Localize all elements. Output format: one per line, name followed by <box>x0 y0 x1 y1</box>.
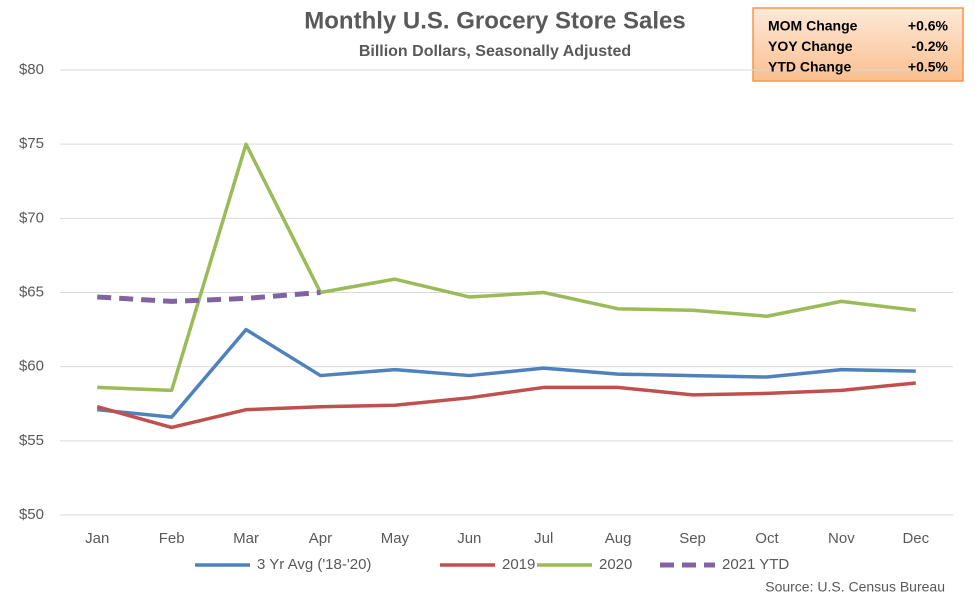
y-tick-label: $50 <box>19 506 44 523</box>
x-tick-label: Jan <box>85 530 109 547</box>
stat-label: YTD Change <box>768 59 851 75</box>
stat-label: YOY Change <box>768 38 853 54</box>
series-line <box>96 381 916 430</box>
x-tick-label: Jul <box>534 530 553 547</box>
source: Source: U.S. Census Bureau <box>765 579 945 595</box>
x-tick-label: Dec <box>902 530 929 547</box>
x-tick-label: Aug <box>605 530 632 547</box>
legend-label: 2019 <box>502 556 535 573</box>
x-tick-label: May <box>381 530 410 547</box>
x-tick-label: Feb <box>159 530 185 547</box>
stat-value: -0.2% <box>911 38 948 54</box>
x-tick-label: Sep <box>679 530 706 547</box>
stat-value: +0.6% <box>908 18 949 34</box>
chart-title: Monthly U.S. Grocery Store Sales <box>304 7 685 34</box>
series-line <box>97 327 916 419</box>
legend-label: 3 Yr Avg ('18-'20) <box>257 556 371 573</box>
x-tick-label: Mar <box>233 530 259 547</box>
y-tick-label: $60 <box>19 358 44 375</box>
y-tick-label: $80 <box>19 61 44 78</box>
y-tick-label: $75 <box>19 135 44 152</box>
chart-subtitle: Billion Dollars, Seasonally Adjusted <box>359 43 631 60</box>
legend-label: 2021 YTD <box>722 556 789 573</box>
series-line <box>97 290 321 304</box>
x-tick-label: Oct <box>755 530 779 547</box>
stats-box <box>752 7 964 82</box>
stat-value: +0.5% <box>908 59 949 75</box>
legend-label: 2020 <box>599 556 632 573</box>
y-tick-label: $70 <box>19 209 44 226</box>
x-tick-label: Jun <box>457 530 481 547</box>
series-line <box>97 142 916 393</box>
x-tick-label: Nov <box>828 530 855 547</box>
y-tick-label: $65 <box>19 283 44 300</box>
stat-label: MOM Change <box>768 18 858 34</box>
x-tick-label: Apr <box>309 530 332 547</box>
y-tick-label: $55 <box>19 432 44 449</box>
